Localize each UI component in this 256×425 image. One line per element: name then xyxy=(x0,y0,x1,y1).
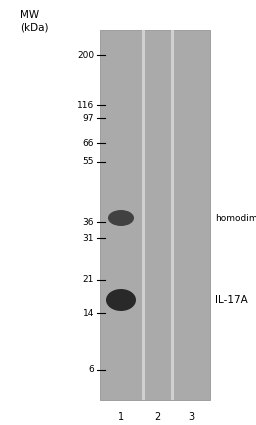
Bar xyxy=(100,30,210,400)
Bar xyxy=(170,30,174,400)
Text: 97: 97 xyxy=(82,113,94,122)
Text: 14: 14 xyxy=(83,309,94,317)
Text: 31: 31 xyxy=(82,233,94,243)
Text: 36: 36 xyxy=(82,218,94,227)
Text: 2: 2 xyxy=(154,412,160,422)
Ellipse shape xyxy=(108,210,134,226)
Text: 116: 116 xyxy=(77,100,94,110)
Bar xyxy=(142,30,144,400)
Text: (kDa): (kDa) xyxy=(20,22,48,32)
Text: 3: 3 xyxy=(188,412,194,422)
Text: 21: 21 xyxy=(83,275,94,284)
Text: 6: 6 xyxy=(88,366,94,374)
Text: 200: 200 xyxy=(77,51,94,60)
Text: MW: MW xyxy=(20,10,39,20)
Text: 55: 55 xyxy=(82,158,94,167)
Text: 1: 1 xyxy=(118,412,124,422)
Ellipse shape xyxy=(106,289,136,311)
Text: 66: 66 xyxy=(82,139,94,147)
Text: homodimer: homodimer xyxy=(215,213,256,223)
Text: IL-17A: IL-17A xyxy=(215,295,248,305)
